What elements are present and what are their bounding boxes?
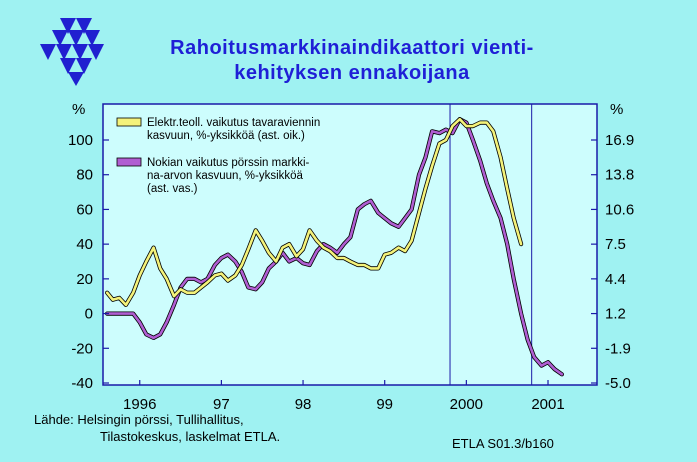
logo-triangle (84, 30, 100, 46)
logo-triangle (68, 72, 84, 86)
legend-swatch-export (116, 117, 142, 127)
right-tick-label: 13.8 (605, 167, 634, 184)
x-tick-label: 98 (295, 396, 312, 413)
source-line2: Tilastokeskus, laskelmat ETLA. (100, 429, 281, 444)
logo-triangle (88, 44, 104, 60)
left-axis-unit-label: % (72, 101, 85, 118)
left-tick-label: 80 (76, 167, 93, 184)
left-tick-label: 60 (76, 201, 93, 218)
x-tick-label: 2000 (450, 396, 483, 413)
logo-triangle (56, 44, 72, 60)
logo-triangle (68, 30, 84, 46)
x-tick-label: 2001 (531, 396, 564, 413)
chart-code: ETLA S01.3/b160 (452, 436, 554, 451)
series-nokia-line (105, 117, 564, 376)
logo-triangle (60, 18, 76, 34)
logo-triangle (40, 44, 56, 60)
source-line1: Lähde: Helsingin pörssi, Tullihallitus, (34, 412, 244, 427)
right-tick-label: 4.4 (605, 271, 626, 288)
x-tick-label: 1996 (123, 396, 156, 413)
right-tick-label: 7.5 (605, 236, 626, 253)
left-tick-label: 100 (68, 132, 93, 149)
series-layer (104, 117, 565, 377)
vertical-gridlines (449, 104, 533, 385)
legend-swatch-nokia (116, 157, 142, 167)
legend-label-nokia-line1: Nokian vaikutus pörssin markki- (147, 157, 310, 169)
right-tick-label: -5.0 (605, 375, 631, 392)
left-tick-label: -40 (71, 375, 93, 392)
right-axis: 16.9 13.8 10.6 7.5 4.4 1.2 -1.9 -5.0 (591, 132, 634, 392)
right-tick-label: 1.2 (605, 306, 626, 323)
x-tick-label: 99 (376, 396, 393, 413)
left-tick-label: 0 (85, 306, 93, 323)
logo-triangle (52, 30, 68, 46)
legend-label-nokia-line2: na-arvon kasvuun, %-yksikköä (147, 170, 304, 182)
right-tick-label: 10.6 (605, 201, 634, 218)
left-tick-label: 20 (76, 271, 93, 288)
logo-triangle (76, 18, 92, 34)
left-tick-label: -20 (71, 340, 93, 357)
legend-label-nokia-line3: (ast. vas.) (147, 183, 198, 195)
chart-title-line2: kehityksen ennakoijana (234, 62, 470, 84)
x-tick-label: 97 (213, 396, 230, 413)
left-tick-label: 40 (76, 236, 93, 253)
chart-title-line1: Rahoitusmarkkinaindikaattori vienti- (170, 37, 534, 59)
legend-label-export-line2: kasvuun, %-yksikköä (ast. oik.) (147, 130, 305, 142)
right-tick-label: -1.9 (605, 340, 631, 357)
x-axis: 1996 97 98 99 2000 2001 (123, 380, 565, 413)
logo-triangle (72, 44, 88, 60)
right-axis-unit-label: % (610, 101, 623, 118)
logo-triangle (76, 58, 92, 74)
plot-area (103, 104, 597, 385)
series-export-line (105, 117, 523, 307)
source-note: Lähde: Helsingin pörssi, Tullihallitus, … (34, 411, 280, 445)
etla-logo (40, 18, 104, 86)
left-axis: 100 80 60 40 20 0 -20 -40 (68, 132, 109, 392)
logo-triangle (60, 58, 76, 74)
right-tick-label: 16.9 (605, 132, 634, 149)
legend-label-export-line1: Elektr.teoll. vaikutus tavaraviennin (147, 117, 320, 129)
legend: Elektr.teoll. vaikutus tavaraviennin kas… (116, 117, 320, 195)
